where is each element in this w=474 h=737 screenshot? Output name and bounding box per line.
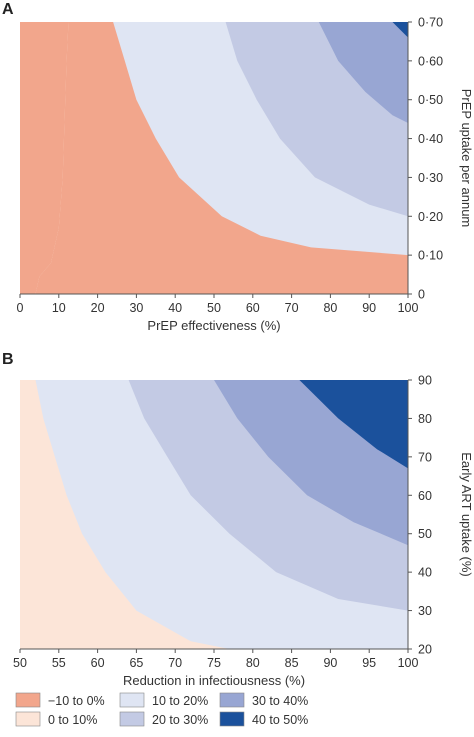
y-tick-label: 0·60 bbox=[418, 54, 443, 68]
panel-a-plot: 0 10 20 30 40 50 60 70 80 90 10000·100·200·300·400… bbox=[17, 16, 474, 334]
y-tick-label: 70 bbox=[418, 450, 432, 464]
legend-label: 20 to 30% bbox=[152, 713, 208, 727]
region-40pct bbox=[299, 380, 408, 469]
y-tick-label: 0·10 bbox=[418, 249, 443, 263]
panel-b-title: B bbox=[2, 351, 14, 368]
y-tick-label: 40 bbox=[418, 566, 432, 580]
x-tick-label: 70 bbox=[168, 656, 182, 670]
legend-swatch bbox=[219, 711, 245, 727]
x-tick-label: 55 bbox=[52, 656, 66, 670]
x-tick-label: 90 bbox=[323, 656, 337, 670]
panel-a-title: A bbox=[2, 1, 14, 18]
y-axis-label: Early ART uptake (%) bbox=[459, 452, 474, 577]
legend-label: 0 to 10% bbox=[48, 713, 97, 727]
x-tick-label: 50 bbox=[13, 656, 27, 670]
legend: −10 to 0% 0 to 10% 10 to 20% 20 to 30% 30 to… bbox=[15, 692, 308, 727]
x-tick-label: 100 bbox=[398, 656, 419, 670]
x-tick-label: 20 bbox=[91, 301, 105, 315]
x-tick-label: 100 bbox=[398, 301, 419, 315]
y-tick-label: 0·30 bbox=[418, 171, 443, 185]
legend-label: 40 to 50% bbox=[252, 713, 308, 727]
y-tick-label: 0·40 bbox=[418, 132, 443, 146]
x-tick-label: 0 bbox=[17, 301, 24, 315]
x-tick-label: 65 bbox=[129, 656, 143, 670]
x-axis-label: PrEP effectiveness (%) bbox=[147, 318, 280, 333]
y-tick-label: 80 bbox=[418, 412, 432, 426]
legend-swatch bbox=[219, 692, 245, 708]
x-tick-label: 90 bbox=[362, 301, 376, 315]
legend-label: 30 to 40% bbox=[252, 694, 308, 708]
x-tick-label: 80 bbox=[246, 656, 260, 670]
region-negative bbox=[20, 22, 69, 294]
legend-label: 10 to 20% bbox=[152, 694, 208, 708]
y-tick-label: 0·70 bbox=[418, 16, 443, 30]
x-tick-label: 30 bbox=[129, 301, 143, 315]
x-tick-label: 10 bbox=[52, 301, 66, 315]
y-tick-label: 0·20 bbox=[418, 210, 443, 224]
y-tick-label: 0·50 bbox=[418, 93, 443, 107]
region-40pct bbox=[392, 22, 408, 38]
x-tick-label: 50 bbox=[207, 301, 221, 315]
x-tick-label: 80 bbox=[323, 301, 337, 315]
x-tick-label: 85 bbox=[285, 656, 299, 670]
y-tick-label: 30 bbox=[418, 604, 432, 618]
y-tick-label: 90 bbox=[418, 374, 432, 388]
legend-label: −10 to 0% bbox=[48, 694, 105, 708]
legend-swatch bbox=[15, 711, 41, 727]
y-tick-label: 50 bbox=[418, 527, 432, 541]
legend-swatch bbox=[119, 692, 145, 708]
y-tick-label: 20 bbox=[418, 643, 432, 657]
x-tick-label: 75 bbox=[207, 656, 221, 670]
x-tick-label: 40 bbox=[168, 301, 182, 315]
x-tick-label: 70 bbox=[285, 301, 299, 315]
legend-swatch bbox=[15, 692, 41, 708]
x-tick-label: 60 bbox=[246, 301, 260, 315]
x-tick-label: 60 bbox=[91, 656, 105, 670]
y-tick-label: 60 bbox=[418, 489, 432, 503]
x-tick-label: 95 bbox=[362, 656, 376, 670]
legend-swatch bbox=[119, 711, 145, 727]
y-axis-label: PrEP uptake per annum bbox=[459, 89, 474, 228]
x-axis-label: Reduction in infectiousness (%) bbox=[123, 673, 305, 688]
y-tick-label: 0 bbox=[418, 288, 425, 302]
region-30pct bbox=[318, 22, 408, 123]
